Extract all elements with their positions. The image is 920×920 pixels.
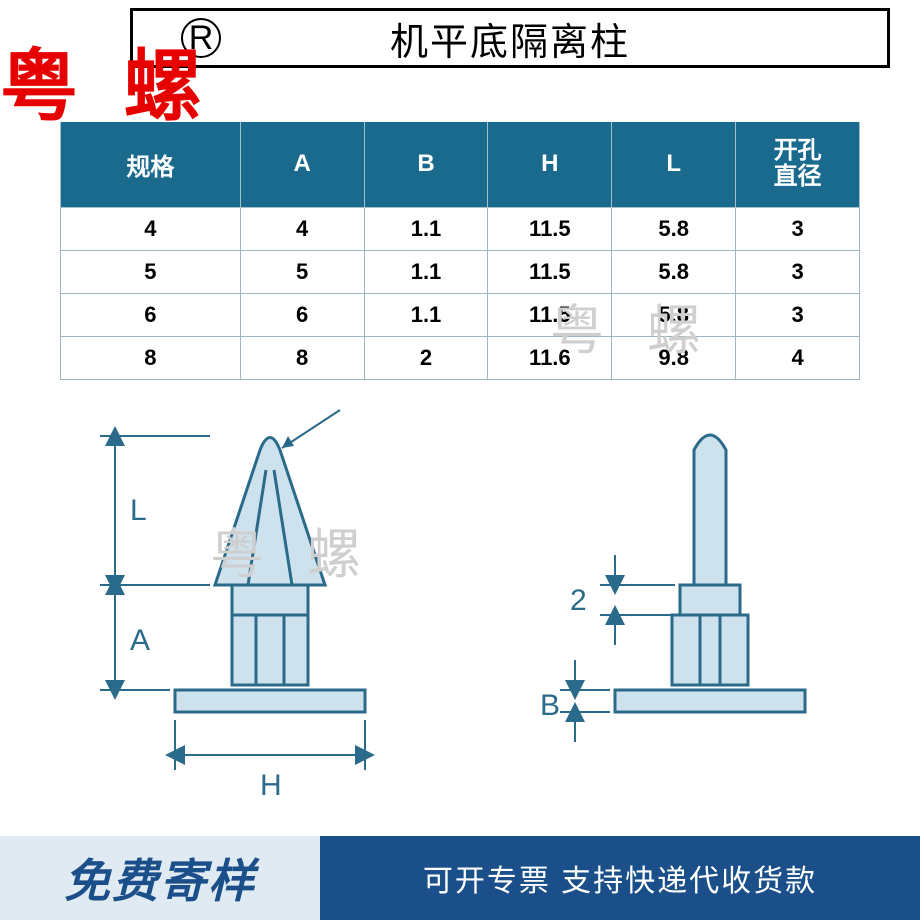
table-row: 8 8 2 11.6 9.8 4 [61,336,860,379]
right-part-icon [615,435,805,712]
page-title: 机平底隔离柱 [390,11,630,66]
footer-bar: 免费寄样 可开专票 支持快递代收货款 [0,836,920,920]
col-h: H [488,122,612,207]
col-l: L [612,122,736,207]
col-hole: 开孔直径 [736,122,860,207]
dim-label-B: B [540,689,560,722]
brand-watermark-red: 粤 螺 [0,24,214,136]
table-row: 5 5 1.1 11.5 5.8 3 [61,250,860,293]
footer-right: 可开专票 支持快递代收货款 [320,836,920,920]
dim-label-2: 2 [570,584,587,617]
col-a: A [240,122,364,207]
technical-diagram: L A H 2 B [0,400,920,840]
table-body: 4 4 1.1 11.5 5.8 3 5 5 1.1 11.5 5.8 3 6 … [61,207,860,379]
dim-label-H: H [260,769,282,802]
footer-left: 免费寄样 [0,836,320,920]
table-row: 6 6 1.1 11.5 5.8 3 [61,293,860,336]
spec-table: 规格 A B H L 开孔直径 4 4 1.1 11.5 5.8 3 5 5 1… [60,122,860,380]
dim-label-L: L [130,494,147,527]
dim-label-A: A [130,624,150,657]
col-b: B [364,122,488,207]
footer-info: 可开专票 支持快递代收货款 [423,856,817,900]
table-row: 4 4 1.1 11.5 5.8 3 [61,207,860,250]
title-box: R 机平底隔离柱 [130,8,890,68]
left-part-icon [175,410,365,712]
footer-free-sample: 免费寄样 [64,845,256,911]
